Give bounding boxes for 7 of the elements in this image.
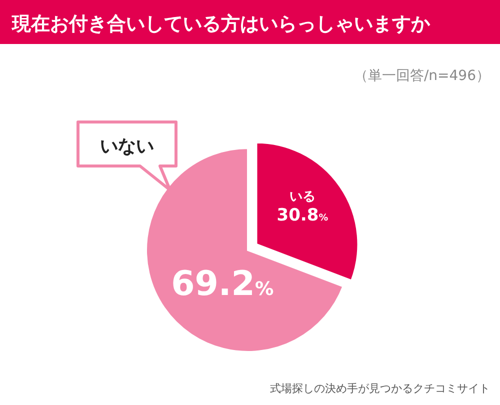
chart-title: 現在お付き合いしている方はいらっしゃいますか: [11, 13, 431, 35]
data-label: 69.2%: [171, 264, 274, 304]
slice-label: いる: [289, 190, 316, 205]
text: 式場探しの決め手が見つかるクチコミサイト: [270, 382, 490, 395]
text: （単一回答/n=496）: [354, 68, 490, 84]
slice-label: いない: [100, 136, 154, 157]
data-label: 30.8%: [276, 206, 329, 226]
